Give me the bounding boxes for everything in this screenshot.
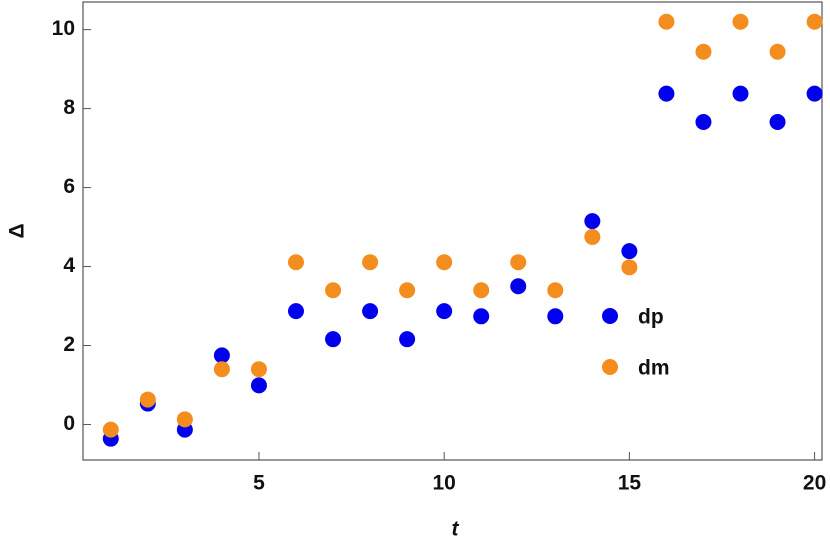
point — [806, 13, 823, 30]
point — [362, 254, 379, 271]
point — [250, 361, 267, 378]
point — [510, 254, 527, 271]
point — [658, 85, 675, 102]
point — [510, 278, 527, 295]
y-tick-label: 10 — [52, 17, 75, 40]
legend-label: dm — [638, 357, 670, 380]
point — [769, 43, 786, 60]
point — [436, 303, 453, 320]
point — [621, 259, 638, 276]
point — [436, 254, 453, 271]
point — [584, 228, 601, 245]
y-axis-label: Δ — [6, 223, 29, 238]
point — [732, 85, 749, 102]
point — [806, 85, 823, 102]
point — [287, 303, 304, 320]
x-tick-label: 20 — [803, 472, 826, 495]
point — [250, 377, 267, 394]
point — [213, 347, 230, 364]
point — [732, 13, 749, 30]
point — [176, 411, 193, 428]
plot-frame — [82, 1, 823, 461]
point — [584, 213, 601, 230]
x-tick-label: 10 — [432, 472, 455, 495]
y-tick-label: 4 — [63, 254, 75, 277]
y-tick-label: 2 — [63, 333, 75, 356]
x-axis-label: t — [452, 518, 460, 541]
point — [287, 254, 304, 271]
point — [769, 114, 786, 131]
point — [139, 391, 156, 408]
x-tick-label: 15 — [618, 472, 642, 495]
point — [399, 282, 416, 299]
point — [399, 331, 416, 348]
point — [102, 421, 119, 438]
point — [695, 43, 712, 60]
y-tick-label: 0 — [63, 412, 75, 435]
point — [658, 13, 675, 30]
point — [547, 282, 564, 299]
x-tick-label: 5 — [253, 472, 265, 495]
legend-marker — [602, 359, 618, 375]
point — [547, 308, 564, 325]
point — [473, 308, 490, 325]
point — [362, 303, 379, 320]
point — [695, 114, 712, 131]
legend-label: dp — [638, 306, 664, 329]
y-tick-label: 8 — [63, 96, 75, 119]
point — [473, 282, 490, 299]
y-tick-label: 6 — [63, 175, 75, 198]
point — [325, 331, 342, 348]
point — [621, 243, 638, 260]
legend-marker — [602, 308, 618, 324]
point — [213, 361, 230, 378]
point — [325, 282, 342, 299]
